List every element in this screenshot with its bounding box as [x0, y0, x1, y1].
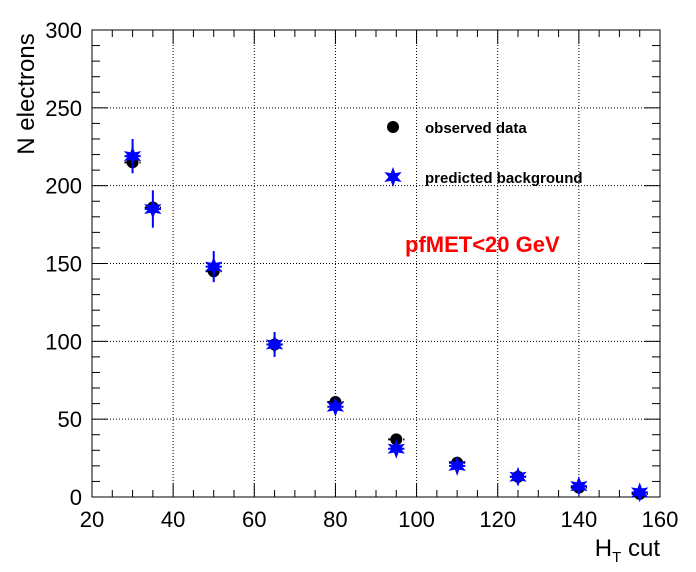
x-tick-label: 120: [479, 507, 516, 532]
legend-label-observed-data: observed data: [425, 120, 527, 137]
legend-star-marker: [384, 167, 402, 187]
x-axis-label-subscript: T: [612, 549, 621, 566]
x-axis-label: HT cut: [595, 535, 661, 566]
x-tick-label: 140: [560, 507, 597, 532]
x-tick-label: 80: [323, 507, 347, 532]
data-point-predicted: [144, 199, 162, 220]
data-point-predicted: [509, 466, 527, 487]
data-point-predicted: [123, 146, 142, 167]
data-point-predicted: [387, 438, 405, 459]
tick-labels: 20 40 60 80 100 120 140 160 0 50 100 150 200 250 300: [45, 18, 678, 532]
y-tick-label: 50: [58, 407, 82, 432]
x-tick-label: 60: [242, 507, 266, 532]
data-point-predicted: [265, 334, 284, 355]
y-tick-label: 100: [45, 329, 82, 354]
legend-marker-predicted-background: [384, 167, 402, 187]
x-tick-label: 100: [398, 507, 435, 532]
data-series: [123, 138, 649, 503]
y-tick-label: 0: [70, 485, 82, 510]
chart-annotation: pfMET<20 GeV: [405, 232, 560, 257]
y-tick-label: 150: [45, 252, 82, 277]
x-tick-label: 160: [642, 507, 679, 532]
data-point-predicted: [631, 482, 649, 503]
data-point-predicted: [326, 396, 345, 417]
x-axis-label-suffix: cut: [621, 535, 660, 562]
legend-circle-marker: [387, 121, 399, 133]
x-tick-label: 40: [161, 507, 185, 532]
y-axis-label: N electrons: [13, 33, 40, 154]
y-tick-label: 200: [45, 174, 82, 199]
x-tick-label: 20: [80, 507, 104, 532]
y-tick-label: 250: [45, 96, 82, 121]
axes: [91, 29, 661, 498]
legend-label-predicted-background: predicted background: [425, 170, 583, 187]
y-tick-label: 300: [45, 18, 82, 43]
data-point-predicted: [205, 256, 223, 277]
legend-marker-observed-data: [387, 121, 399, 133]
x-axis-label-main: H: [595, 535, 612, 562]
legend: observed data predicted background: [384, 120, 583, 187]
data-point-predicted: [448, 455, 466, 476]
series-predicted-background: [123, 138, 649, 503]
data-point-predicted: [570, 476, 588, 497]
